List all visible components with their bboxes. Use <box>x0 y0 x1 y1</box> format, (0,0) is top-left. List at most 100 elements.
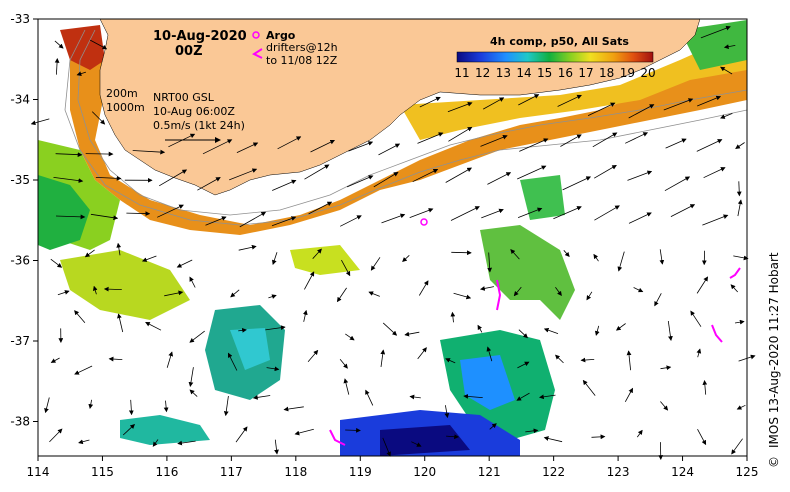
current-arrow <box>586 291 593 301</box>
current-arrow <box>628 212 652 224</box>
current-arrow <box>525 428 539 434</box>
current-arrow <box>543 436 563 443</box>
colorbar-title: 4h comp, p50, All Sats <box>490 35 629 48</box>
current-arrow <box>345 427 361 433</box>
lat-tick-label: -33 <box>10 12 30 26</box>
current-arrow <box>302 309 308 322</box>
current-arrow <box>348 141 374 152</box>
colorbar-ticks: 11 12 13 14 15 16 17 18 19 20 <box>454 66 655 80</box>
colorbar-tick-label: 11 <box>454 66 469 80</box>
current-arrow <box>626 350 632 371</box>
current-arrow <box>76 71 87 76</box>
colorbar-tick-label: 14 <box>516 66 531 80</box>
current-arrow <box>664 176 691 192</box>
lon-tick-label: 119 <box>349 465 372 479</box>
current-arrow <box>555 287 562 297</box>
current-arrow <box>197 177 221 191</box>
current-arrow <box>731 438 743 455</box>
current-arrow <box>340 215 362 227</box>
lat-tick-label: -35 <box>10 173 30 187</box>
current-arrow <box>412 169 439 183</box>
current-arrow <box>238 327 247 333</box>
current-arrow <box>418 280 429 296</box>
current-arrow <box>539 394 556 400</box>
current-arrow <box>510 249 520 260</box>
current-arrow <box>90 39 108 50</box>
lon-tick-label: 124 <box>671 465 694 479</box>
current-arrow <box>480 286 494 291</box>
latitude-axis: -33 -34 -35 -36 -37 -38 <box>10 12 38 429</box>
current-arrow <box>30 118 50 126</box>
current-arrow <box>690 310 702 327</box>
current-arrow <box>145 322 162 331</box>
current-arrow <box>157 204 184 218</box>
current-arrow <box>189 330 205 343</box>
current-arrow <box>341 259 351 277</box>
current-arrow <box>268 294 277 299</box>
current-arrow <box>697 95 722 107</box>
current-arrow <box>700 25 731 39</box>
current-arrow <box>419 96 441 108</box>
current-arrow <box>518 329 528 339</box>
current-arrow <box>660 401 669 411</box>
credit-text: IMOS 13-Aug-2020 11:27 Hobart <box>767 252 781 448</box>
current-arrow <box>228 352 238 371</box>
lat-tick-label: -37 <box>10 334 30 348</box>
current-arrow <box>702 214 729 226</box>
current-arrow <box>517 207 543 218</box>
current-arrow <box>158 169 188 187</box>
current-arrow <box>450 311 456 323</box>
current-arrow <box>274 439 279 455</box>
current-arrow <box>90 213 119 221</box>
current-arrow <box>444 405 450 419</box>
current-arrow <box>591 434 606 440</box>
lat-tick-label: -34 <box>10 93 30 107</box>
current-arrow <box>307 349 319 363</box>
current-arrow <box>365 389 374 406</box>
current-arrow <box>310 139 336 153</box>
current-arrow <box>271 216 297 227</box>
current-arrow <box>92 285 98 295</box>
current-arrow <box>453 292 472 300</box>
current-arrow <box>513 286 522 297</box>
current-arrow <box>409 394 421 400</box>
bathymetry-contours <box>64 29 748 226</box>
current-arrow <box>238 244 257 251</box>
current-arrow <box>487 172 512 185</box>
current-arrow <box>91 111 106 125</box>
current-arrow <box>696 139 723 152</box>
current-arrow <box>141 255 157 262</box>
current-arrow <box>594 325 600 336</box>
current-arrow <box>519 138 549 152</box>
current-arrow <box>417 132 444 144</box>
current-arrow <box>339 358 348 369</box>
current-arrow <box>152 439 159 447</box>
current-arrow <box>736 404 746 410</box>
argo-floats <box>420 218 428 226</box>
current-arrow <box>304 271 315 290</box>
drifter-track <box>329 429 346 446</box>
current-vectors <box>30 25 756 460</box>
current-arrow <box>103 286 122 292</box>
drifter-track <box>496 279 502 311</box>
current-arrow <box>265 325 286 331</box>
lon-tick-label: 115 <box>91 465 114 479</box>
current-arrow <box>730 284 738 293</box>
current-arrow <box>697 429 707 446</box>
current-arrow <box>720 113 733 119</box>
credit-copyright: © <box>767 456 781 468</box>
drifter-tracks <box>329 267 741 446</box>
current-arrow <box>660 365 672 371</box>
current-arrow <box>696 348 702 358</box>
current-arrow <box>447 101 473 113</box>
current-arrow <box>116 242 122 256</box>
current-arrow <box>593 253 599 262</box>
lon-tick-label: 120 <box>413 465 436 479</box>
current-arrow <box>312 248 322 259</box>
current-arrow <box>230 289 240 298</box>
current-arrow <box>670 204 696 217</box>
current-arrow <box>189 276 196 288</box>
current-arrow <box>557 94 582 107</box>
lon-tick-label: 114 <box>27 465 50 479</box>
current-arrow <box>271 252 278 265</box>
